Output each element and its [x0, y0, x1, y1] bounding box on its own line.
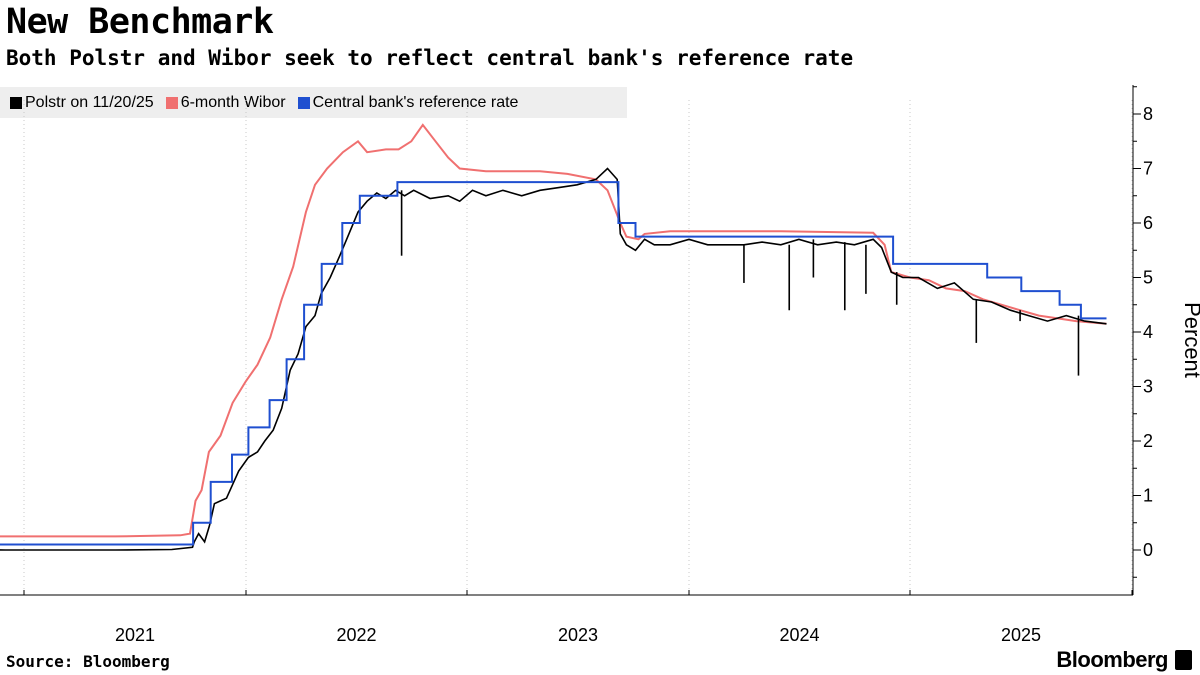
series-line-wibor: [0, 123, 1107, 538]
legend-swatch-wibor: [165, 96, 178, 109]
y-tick-label: 3: [1143, 377, 1153, 397]
y-tick-label: 4: [1143, 322, 1153, 342]
legend-label-reference: Central bank's reference rate: [312, 93, 519, 111]
y-tick-label: 2: [1143, 431, 1153, 451]
y-tick-label: 0: [1143, 540, 1153, 560]
x-tick-label: 2023: [558, 625, 598, 645]
series-line-polstr: [0, 167, 1107, 551]
legend-item-polstr: Polstr on 11/20/25: [10, 94, 154, 112]
legend-item-reference: Central bank's reference rate: [297, 93, 519, 112]
bloomberg-logo: Bloomberg: [1056, 647, 1168, 672]
terminal-icon: [1175, 650, 1192, 670]
x-tick-label: 2024: [779, 625, 819, 645]
legend-label-wibor: 6-month Wibor: [180, 93, 286, 111]
x-tick-label: 2025: [1001, 625, 1041, 645]
legend-swatch-reference: [297, 96, 310, 109]
legend-swatch-polstr: [10, 96, 22, 109]
x-tick-label: 2021: [115, 625, 155, 645]
y-tick-label: 8: [1143, 104, 1153, 124]
chart-subtitle: Both Polstr and Wibor seek to reflect ce…: [6, 46, 854, 70]
source-note: Source: Bloomberg: [6, 652, 170, 671]
x-tick-label: 2022: [336, 625, 376, 645]
series-line-reference: [0, 181, 1107, 546]
legend: Polstr on 11/20/25 6-month Wibor Central…: [0, 87, 627, 118]
y-axis-label: Percent: [1180, 302, 1200, 378]
y-tick-label: 5: [1143, 268, 1153, 288]
chart-title: New Benchmark: [6, 2, 274, 42]
y-tick-label: 1: [1143, 486, 1153, 506]
legend-label-polstr: Polstr on 11/20/25: [25, 93, 154, 111]
legend-item-wibor: 6-month Wibor: [165, 93, 286, 112]
y-tick-label: 6: [1143, 213, 1153, 233]
y-tick-label: 7: [1143, 159, 1153, 179]
